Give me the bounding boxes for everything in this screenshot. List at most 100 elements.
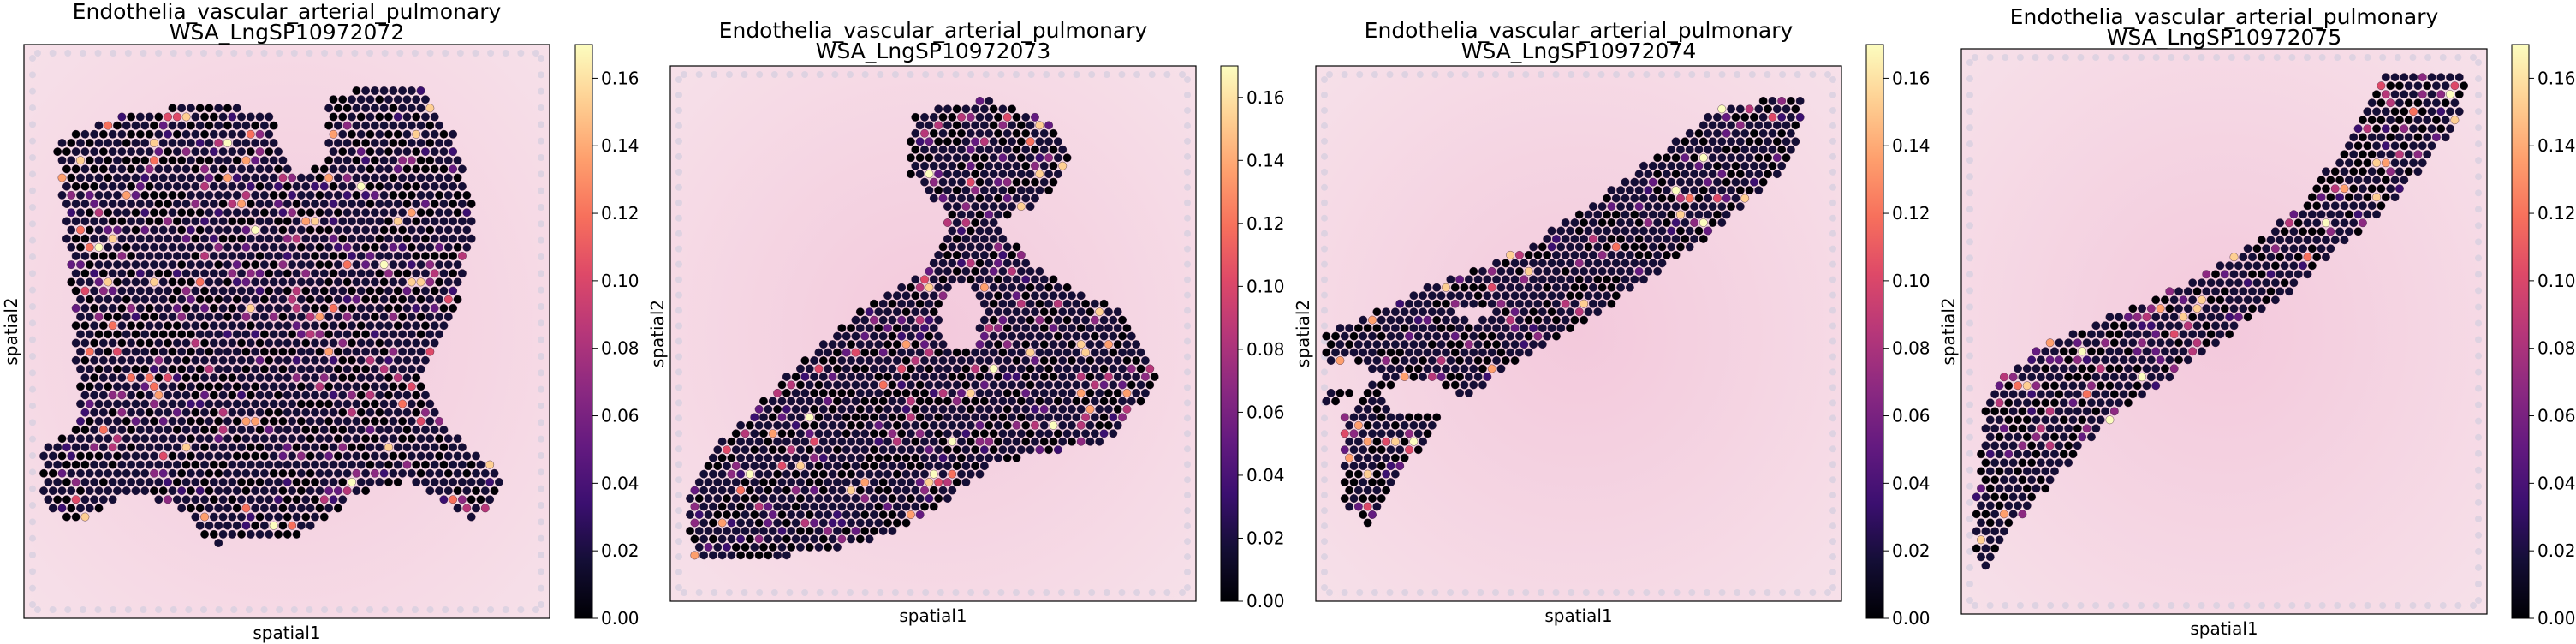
spot xyxy=(2390,193,2400,202)
spot xyxy=(172,426,181,434)
spot xyxy=(1690,170,1699,179)
spot xyxy=(122,382,131,391)
spot xyxy=(2165,355,2174,365)
colorbar-tick-label: 0.14 xyxy=(1892,135,1931,156)
spot xyxy=(348,408,356,417)
spot xyxy=(361,260,371,270)
spot xyxy=(356,355,366,365)
spot xyxy=(200,391,209,400)
spot xyxy=(76,330,85,339)
spot xyxy=(209,460,218,469)
spot xyxy=(851,331,860,341)
spot xyxy=(952,250,961,259)
spot xyxy=(425,434,435,444)
spot xyxy=(1616,266,1626,276)
spot xyxy=(131,365,140,373)
spot xyxy=(453,173,462,182)
spot xyxy=(439,443,449,452)
spot xyxy=(453,156,462,165)
spot xyxy=(897,397,907,406)
spot xyxy=(131,139,140,147)
spot xyxy=(1625,186,1634,195)
spot xyxy=(883,291,892,301)
spot xyxy=(315,313,324,321)
spot xyxy=(1423,364,1432,373)
spot xyxy=(251,156,260,165)
spot xyxy=(158,416,168,426)
spot xyxy=(361,156,371,165)
spot xyxy=(329,112,338,122)
spot xyxy=(2409,158,2418,168)
spot xyxy=(255,529,265,539)
spot xyxy=(398,451,408,461)
spot xyxy=(356,217,366,226)
spot xyxy=(1413,315,1423,325)
colorbar-tick-label: 0.12 xyxy=(1246,213,1285,234)
spot xyxy=(1566,307,1574,317)
spot xyxy=(1386,348,1395,357)
spot xyxy=(214,504,223,513)
spot xyxy=(150,313,158,321)
spot xyxy=(1981,475,1990,485)
spot xyxy=(402,164,412,174)
spot xyxy=(352,190,361,200)
spot xyxy=(1607,250,1616,259)
spot xyxy=(727,518,736,528)
spot xyxy=(393,217,402,226)
spot xyxy=(177,225,187,235)
spot xyxy=(810,502,819,511)
spot xyxy=(348,355,356,365)
spot xyxy=(168,277,177,287)
spot xyxy=(259,521,269,530)
spot xyxy=(2299,227,2308,236)
spot xyxy=(407,190,416,200)
spot xyxy=(1062,315,1072,325)
spot xyxy=(768,510,777,519)
spot xyxy=(2303,253,2312,262)
spot xyxy=(113,260,122,270)
spot xyxy=(1611,291,1621,301)
spot xyxy=(154,200,164,208)
spot xyxy=(1713,194,1722,203)
spot xyxy=(39,451,48,461)
spot xyxy=(1012,112,1021,122)
spot xyxy=(177,313,187,321)
spot xyxy=(255,234,265,243)
spot xyxy=(1076,291,1086,301)
spot xyxy=(837,420,847,430)
spot xyxy=(214,225,223,235)
spot xyxy=(292,286,301,295)
spot xyxy=(2146,304,2156,313)
spot xyxy=(2363,158,2372,168)
spot xyxy=(333,504,342,513)
spot xyxy=(131,173,140,182)
spot xyxy=(1777,96,1787,105)
spot xyxy=(745,551,754,560)
spot xyxy=(269,277,278,287)
spot xyxy=(342,434,352,444)
spot xyxy=(135,338,145,348)
spot xyxy=(1657,194,1667,203)
spot xyxy=(2055,441,2064,450)
spot xyxy=(361,208,371,218)
spot xyxy=(2032,467,2041,476)
spot xyxy=(306,486,315,496)
spot xyxy=(164,408,173,417)
spot xyxy=(1322,348,1331,357)
spot xyxy=(1450,364,1460,373)
spot xyxy=(90,443,99,452)
spot xyxy=(1031,177,1039,187)
spot xyxy=(1008,380,1017,390)
spot xyxy=(329,460,338,469)
spot xyxy=(370,451,379,461)
spot xyxy=(259,399,269,408)
spot xyxy=(1607,266,1616,276)
spot xyxy=(389,468,398,478)
spot xyxy=(2138,304,2146,313)
spot xyxy=(439,495,449,504)
spot xyxy=(80,217,90,226)
spot xyxy=(232,242,241,252)
spot xyxy=(2169,295,2179,305)
spot xyxy=(412,321,421,331)
spot xyxy=(90,460,99,469)
